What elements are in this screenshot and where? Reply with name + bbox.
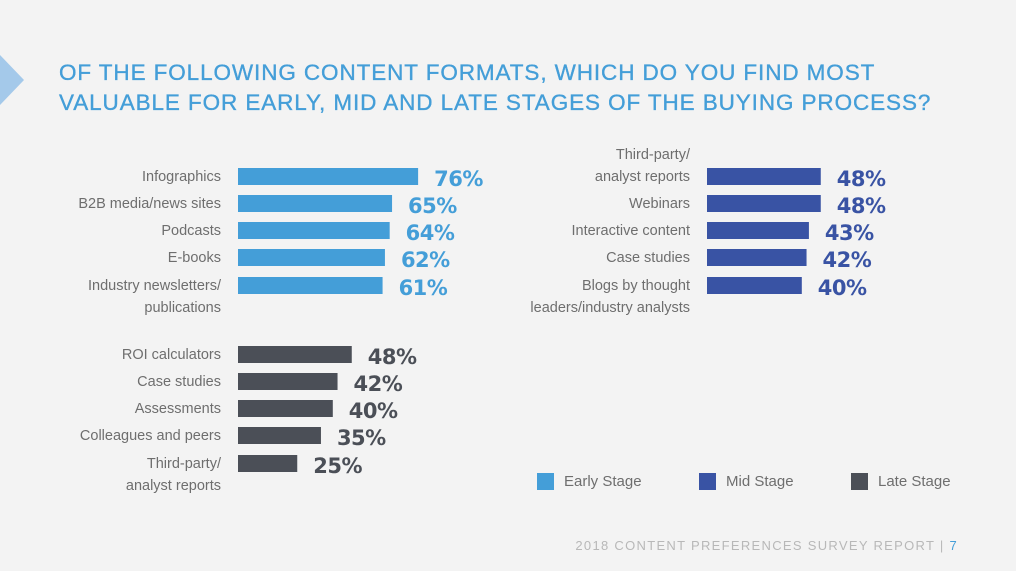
category-label: Third-party/ xyxy=(616,147,691,163)
legend-item-early-stage: Early Stage xyxy=(537,473,642,490)
category-label: publications xyxy=(144,300,221,316)
bar xyxy=(238,222,390,239)
category-label: Assessments xyxy=(135,401,221,417)
value-label: 65% xyxy=(408,194,457,218)
category-label: Case studies xyxy=(137,374,221,390)
title-line-2: VALUABLE FOR EARLY, MID AND LATE STAGES … xyxy=(59,90,932,115)
category-label: Industry newsletters/ xyxy=(88,278,222,294)
value-label: 76% xyxy=(434,167,483,191)
value-label: 40% xyxy=(349,399,398,423)
value-label: 42% xyxy=(354,372,403,396)
title-line-1: OF THE FOLLOWING CONTENT FORMATS, WHICH … xyxy=(59,60,876,85)
value-label: 62% xyxy=(401,248,450,272)
bar xyxy=(238,455,298,472)
bar xyxy=(707,277,802,294)
legend-label-late: Late Stage xyxy=(878,473,951,490)
bar xyxy=(238,168,419,185)
legend-item-late-stage: Late Stage xyxy=(851,473,951,490)
bar xyxy=(707,168,821,185)
legend-swatch-early xyxy=(537,473,554,490)
legend-swatch-mid xyxy=(699,473,716,490)
value-label: 64% xyxy=(406,221,455,245)
series-late-stage: ROI calculators 48% Case studies 42% Assessm… xyxy=(80,345,418,494)
category-label: Colleagues and peers xyxy=(80,428,221,444)
legend-label-mid: Mid Stage xyxy=(726,473,794,490)
bar xyxy=(707,222,809,239)
series-early-stage: Infographics 76% B2B media/news sites 65% Po… xyxy=(78,167,483,316)
bar xyxy=(238,249,385,266)
category-label: E-books xyxy=(168,250,221,266)
category-label: Blogs by thought xyxy=(582,278,690,294)
category-label: analyst reports xyxy=(595,169,690,185)
category-label: Interactive content xyxy=(572,223,691,239)
value-label: 25% xyxy=(313,454,362,478)
bar xyxy=(238,373,338,390)
category-label: Case studies xyxy=(606,250,690,266)
bar xyxy=(238,277,383,294)
value-label: 42% xyxy=(823,248,872,272)
value-label: 48% xyxy=(368,345,417,369)
category-label: Infographics xyxy=(142,169,221,185)
value-label: 43% xyxy=(825,221,874,245)
bar xyxy=(238,400,333,417)
category-label: leaders/industry analysts xyxy=(530,300,690,316)
bar xyxy=(707,195,821,212)
chevron-right-arrow-icon xyxy=(0,55,24,105)
legend-label-early: Early Stage xyxy=(564,473,642,490)
value-label: 48% xyxy=(837,167,886,191)
footer-report-title: 2018 CONTENT PREFERENCES SURVEY REPORT | xyxy=(575,538,950,553)
bar xyxy=(238,346,352,363)
category-label: B2B media/news sites xyxy=(78,196,221,212)
bar xyxy=(707,249,807,266)
category-label: Podcasts xyxy=(161,223,221,239)
category-label: Webinars xyxy=(629,196,690,212)
category-label: ROI calculators xyxy=(122,347,221,363)
page-number: 7 xyxy=(949,538,958,553)
legend-item-mid-stage: Mid Stage xyxy=(699,473,794,490)
series-mid-stage: Third-party/analyst reports 48% Webinars 48… xyxy=(530,147,886,316)
category-label: Third-party/ xyxy=(147,456,222,472)
page-title: OF THE FOLLOWING CONTENT FORMATS, WHICH … xyxy=(59,58,931,118)
value-label: 35% xyxy=(337,426,386,450)
value-label: 61% xyxy=(399,276,448,300)
value-label: 40% xyxy=(818,276,867,300)
page-footer: 2018 CONTENT PREFERENCES SURVEY REPORT |… xyxy=(575,538,958,553)
legend-swatch-late xyxy=(851,473,868,490)
bar xyxy=(238,195,393,212)
value-label: 48% xyxy=(837,194,886,218)
category-label: analyst reports xyxy=(126,478,221,494)
bar xyxy=(238,427,321,444)
